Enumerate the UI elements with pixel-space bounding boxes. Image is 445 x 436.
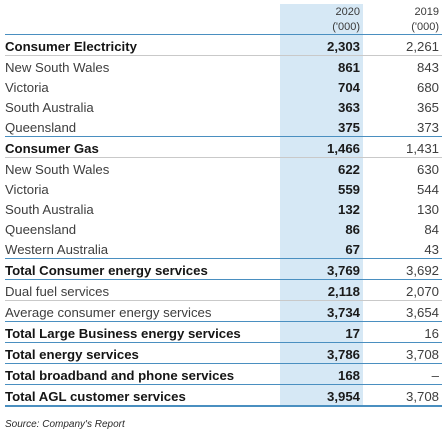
table-row: New South Wales 622 630: [5, 157, 442, 178]
value-2020: 622: [280, 157, 363, 178]
table-row: Consumer Electricity 2,303 2,261: [5, 34, 442, 56]
row-label: South Australia: [5, 100, 94, 115]
row-label: Total Large Business energy services: [5, 321, 280, 343]
table-row: Queensland 86 84: [5, 218, 442, 238]
table-row: South Australia 132 130: [5, 198, 442, 218]
value-2020: 375: [280, 116, 363, 137]
table-row: New South Wales 861 843: [5, 55, 442, 76]
row-label: South Australia: [5, 202, 94, 217]
table-row: Victoria 704 680: [5, 76, 442, 96]
value-2019: 2,261: [363, 34, 442, 56]
row-label: Total energy services: [5, 342, 280, 364]
header-unit-2020: ('000): [280, 19, 363, 35]
source-note: Source: Company's Report: [5, 419, 125, 430]
table-row: Victoria 559 544: [5, 178, 442, 198]
value-2020: 168: [280, 363, 363, 385]
table-row: Total Consumer energy services 3,769 3,6…: [5, 258, 442, 280]
header-year-2019: 2019: [414, 6, 439, 18]
value-2019: 1,431: [363, 136, 442, 158]
value-2019: 84: [424, 222, 439, 237]
header-blank: [5, 4, 280, 19]
row-label: New South Wales: [5, 162, 110, 177]
row-label: Consumer Gas: [5, 136, 280, 158]
row-label: Dual fuel services: [5, 279, 280, 301]
row-label: Consumer Electricity: [5, 34, 280, 56]
value-2020: 3,954: [280, 384, 363, 407]
table-row: Queensland 375 373: [5, 116, 442, 137]
table-row: South Australia 363 365: [5, 96, 442, 116]
table-row: Total Large Business energy services 17 …: [5, 321, 442, 343]
value-2019: –: [363, 363, 442, 385]
value-2020: 2,118: [280, 279, 363, 301]
table-row: Western Australia 67 43: [5, 238, 442, 259]
header-unit-2019: ('000): [363, 19, 442, 35]
value-2020: 86: [280, 218, 363, 238]
value-2019: 373: [363, 116, 442, 137]
value-2019: 630: [416, 162, 439, 177]
table-row: Consumer Gas 1,466 1,431: [5, 136, 442, 158]
row-label: Western Australia: [5, 238, 280, 259]
value-2020: 67: [280, 238, 363, 259]
row-label: Queensland: [5, 222, 77, 237]
value-2020: 363: [280, 96, 363, 116]
value-2019: 130: [416, 202, 439, 217]
value-2020: 2,303: [280, 34, 363, 56]
value-2019: 16: [363, 321, 442, 343]
value-2019: 544: [416, 182, 439, 197]
table-row: Total AGL customer services 3,954 3,708: [5, 384, 442, 407]
table-row: Dual fuel services 2,118 2,070: [5, 279, 442, 301]
row-label: New South Wales: [5, 60, 110, 75]
table-row: Average consumer energy services 3,734 3…: [5, 300, 442, 322]
row-label: Queensland: [5, 116, 280, 137]
value-2020: 3,734: [280, 300, 363, 322]
header-year-2020: 2020: [280, 4, 363, 19]
value-2020: 559: [280, 178, 363, 198]
value-2019: 3,708: [363, 342, 442, 364]
table-row: Total energy services 3,786 3,708: [5, 342, 442, 364]
customer-services-table: 2020 2019 ('000) ('000) Consumer Electri…: [5, 4, 442, 407]
row-label: Average consumer energy services: [5, 300, 280, 322]
table-header: 2020 2019 ('000) ('000): [5, 4, 442, 35]
row-label: Total broadband and phone services: [5, 363, 280, 385]
table-body: Consumer Electricity 2,303 2,261 New Sou…: [5, 34, 442, 407]
value-2020: 1,466: [280, 136, 363, 158]
table-row: Total broadband and phone services 168 –: [5, 363, 442, 385]
value-2020: 132: [280, 198, 363, 218]
value-2019: 680: [416, 80, 439, 95]
value-2019: 2,070: [363, 279, 442, 301]
value-2019: 3,654: [363, 300, 442, 322]
value-2019: 843: [416, 60, 439, 75]
value-2020: 3,786: [280, 342, 363, 364]
row-label: Victoria: [5, 182, 49, 197]
value-2019: 3,692: [363, 258, 442, 280]
value-2020: 17: [280, 321, 363, 343]
value-2019: 43: [363, 238, 442, 259]
header-blank-2: [5, 19, 280, 35]
value-2019: 365: [416, 100, 439, 115]
row-label: Total Consumer energy services: [5, 258, 280, 280]
row-label: Victoria: [5, 80, 49, 95]
value-2020: 704: [280, 76, 363, 96]
value-2020: 3,769: [280, 258, 363, 280]
value-2020: 861: [280, 55, 363, 76]
row-label: Total AGL customer services: [5, 384, 280, 407]
value-2019: 3,708: [363, 384, 442, 407]
